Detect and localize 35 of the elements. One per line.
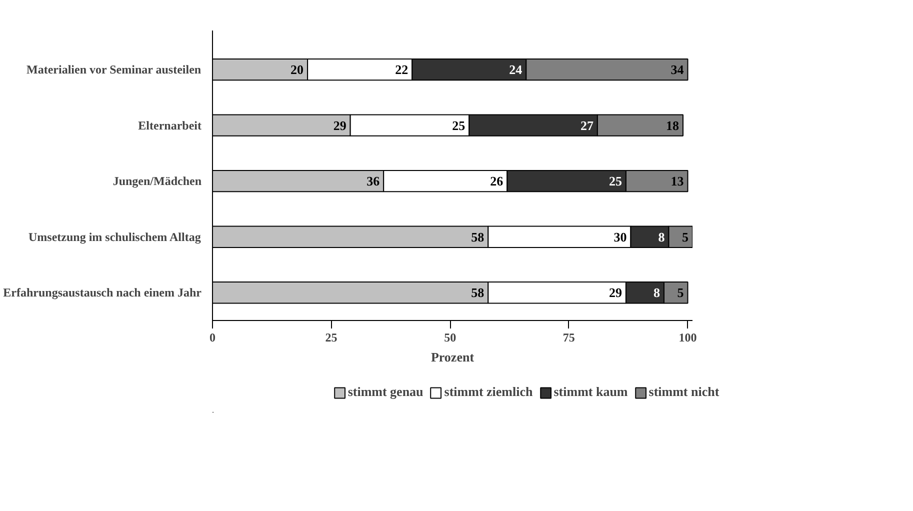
legend-label: stimmt nicht (648, 384, 720, 400)
data-label: 25 (608, 174, 622, 189)
data-label: 25 (452, 118, 466, 133)
data-label: 5 (682, 229, 689, 244)
data-label: 36 (366, 174, 380, 189)
legend-label: stimmt genau (348, 384, 424, 400)
data-label: 58 (471, 229, 485, 244)
y-tick-label: Erfahrungsaustausch nach einem Jahr (3, 286, 202, 300)
data-label: 58 (471, 285, 485, 300)
data-label: 29 (608, 285, 622, 300)
x-tick-label: 25 (325, 330, 338, 344)
data-label: 8 (658, 229, 666, 244)
legend-label: stimmt kaum (554, 384, 628, 400)
data-label: 22 (395, 62, 408, 78)
data-label: 18 (666, 118, 680, 133)
data-label: 27 (580, 118, 594, 133)
x-tick-label: 50 (444, 330, 456, 344)
data-label: 13 (670, 174, 684, 189)
data-label: 8 (653, 285, 660, 300)
data-label: 26 (490, 174, 504, 189)
data-label: 30 (614, 229, 627, 244)
y-tick-label: Umsetzung im schulischem Alltag (28, 230, 201, 244)
legend-label: stimmt ziemlich (444, 384, 533, 400)
y-tick-label: Jungen/Mädchen (112, 174, 202, 188)
data-label: 29 (333, 118, 347, 133)
data-label: 24 (509, 62, 523, 78)
data-label: 5 (677, 285, 684, 300)
x-axis-title: Prozent (430, 350, 475, 364)
x-tick-label: 75 (562, 330, 575, 344)
y-tick-label: Elternarbeit (138, 118, 202, 132)
data-label: 20 (290, 62, 304, 78)
y-tick-label: Materialien vor Seminar austeilen (26, 62, 202, 77)
data-label: 34 (670, 62, 684, 78)
x-tick-label: 0 (210, 330, 216, 344)
x-tick-label: 100 (678, 330, 697, 344)
